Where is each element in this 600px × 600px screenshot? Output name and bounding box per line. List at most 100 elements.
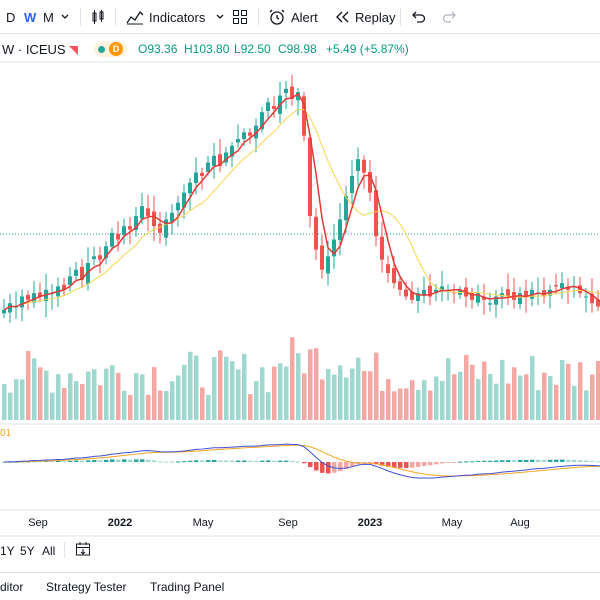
volume-bar (80, 384, 85, 420)
volume-bar (110, 365, 115, 420)
macd-histogram-bar (482, 460, 487, 462)
candle (122, 226, 126, 235)
candle (212, 155, 216, 166)
volume-bar (416, 389, 421, 420)
open-value: O93.36 (138, 42, 178, 56)
volume-bar (392, 391, 397, 420)
macd-histogram-bar (260, 460, 265, 462)
volume-bar (506, 383, 511, 420)
candles-icon[interactable] (90, 0, 106, 34)
candle (206, 162, 210, 172)
macd-histogram-bar (440, 462, 445, 464)
macd-histogram-bar (524, 459, 529, 462)
tab-strategy-tester[interactable]: Strategy Tester (46, 580, 127, 594)
macd-histogram-bar (74, 460, 79, 462)
macd-histogram-bar (458, 461, 463, 463)
volume-bar (272, 366, 277, 420)
interval-m-button[interactable]: M (43, 9, 54, 25)
macd-histogram-bar (362, 462, 367, 464)
volume-bar (518, 375, 523, 420)
volume-bar (122, 390, 127, 420)
high-value: H103.80 (184, 42, 230, 56)
symbol-legend: W · ICEUS D O93.36 H103.80 L92.50 C98.98… (0, 38, 600, 60)
candle (26, 294, 30, 300)
macd-histogram-bar (104, 459, 109, 462)
macd-histogram-bar (530, 459, 535, 462)
macd-histogram-bar (140, 459, 145, 462)
candle (578, 285, 582, 294)
close-icon[interactable] (69, 44, 78, 58)
volume-bar (302, 373, 307, 420)
macd-histogram-bar (170, 461, 175, 463)
volume-bar (434, 376, 439, 420)
price-chart[interactable]: 01 Sep 2022 May Sep 2023 May Aug (0, 34, 600, 538)
macd-histogram-bar (506, 460, 511, 462)
macd-histogram-bar (572, 459, 577, 462)
calendar-icon[interactable] (75, 541, 91, 560)
volume-bar (308, 349, 313, 420)
undo-icon[interactable] (410, 0, 426, 34)
macd-histogram-bar (554, 459, 559, 462)
tab-pine-editor[interactable]: ditor (0, 580, 24, 594)
candle (110, 232, 114, 247)
x-axis-tick-label: 2023 (358, 517, 382, 529)
macd-histogram-bar (590, 461, 595, 463)
macd-histogram-bar (518, 459, 523, 462)
chevron-down-icon[interactable] (60, 0, 70, 34)
candle (86, 263, 90, 284)
replay-button[interactable]: Replay (334, 0, 395, 34)
indicators-button[interactable]: Indicators (126, 0, 225, 34)
candle (386, 264, 390, 274)
macd-histogram-bar (314, 462, 319, 471)
macd-signal-line (3, 444, 600, 477)
slow-moving-average-line (3, 108, 600, 311)
candle (350, 175, 354, 194)
macd-histogram-bar (236, 460, 241, 462)
candle (380, 236, 384, 260)
interval-d-button[interactable]: D (6, 9, 16, 25)
volume-bar (428, 390, 433, 420)
macd-histogram-bar (242, 460, 247, 462)
volume-bar (284, 366, 289, 420)
chevron-down-icon[interactable] (215, 12, 225, 22)
volume-bar (44, 370, 49, 420)
symbol-name[interactable]: W · ICEUS (2, 41, 66, 57)
macd-histogram-bar (230, 460, 235, 462)
indicators-icon (126, 9, 144, 25)
range-5y-button[interactable]: 5Y (20, 544, 35, 558)
volume-bar (104, 368, 109, 420)
candle (422, 289, 426, 296)
volume-bar (344, 377, 349, 420)
volume-bar (572, 385, 577, 420)
interval-w-button[interactable]: W (24, 9, 37, 25)
macd-histogram-bar (224, 460, 229, 462)
candle (332, 239, 336, 257)
candle (92, 256, 96, 260)
redo-icon[interactable] (442, 0, 458, 34)
volume-bar (554, 384, 559, 420)
range-1y-button[interactable]: 1Y (0, 544, 15, 558)
indicator-label: 01 (0, 428, 12, 439)
volume-bar (38, 367, 43, 420)
macd-histogram-bar (98, 460, 103, 462)
layouts-icon[interactable] (232, 0, 248, 34)
macd-histogram-bar (470, 461, 475, 463)
volume-bar (20, 379, 25, 420)
volume-bar (8, 392, 13, 420)
range-all-button[interactable]: All (42, 544, 56, 558)
alert-button[interactable]: Alert (268, 0, 318, 34)
volume-bar (140, 374, 145, 420)
candle (392, 268, 396, 284)
candle (200, 172, 204, 176)
volume-bar (278, 363, 283, 420)
candle (374, 190, 378, 237)
volume-bar (536, 390, 541, 420)
volume-bar (152, 367, 157, 420)
candle (164, 219, 168, 238)
candle (62, 284, 66, 290)
candle (38, 292, 42, 297)
volume-bar (50, 392, 55, 420)
tab-trading-panel[interactable]: Trading Panel (150, 580, 225, 594)
candle (554, 285, 558, 287)
volume-bar (446, 358, 451, 420)
